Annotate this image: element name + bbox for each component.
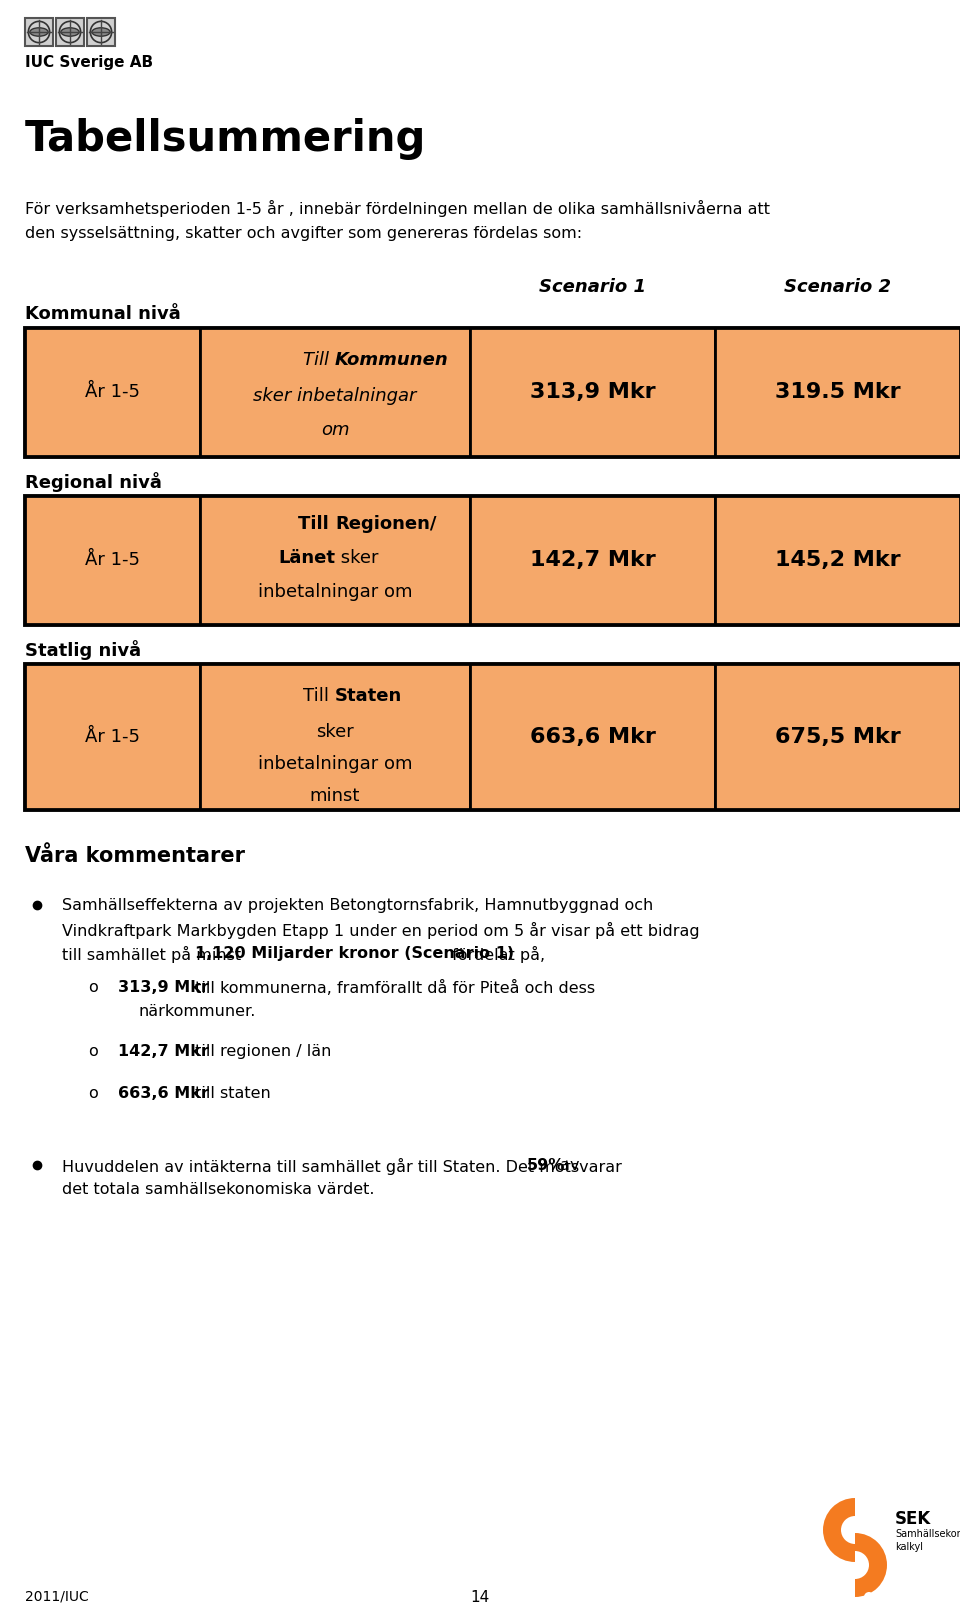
Text: kalkyl: kalkyl <box>895 1542 923 1552</box>
Text: Scenario 2: Scenario 2 <box>784 278 891 296</box>
Text: Våra kommentarer: Våra kommentarer <box>25 846 245 866</box>
Text: 145,2 Mkr: 145,2 Mkr <box>775 550 900 570</box>
Text: 1,120 Miljarder kronor (Scenario 1): 1,120 Miljarder kronor (Scenario 1) <box>195 947 515 961</box>
Bar <box>715 328 960 456</box>
Text: av: av <box>555 1158 580 1173</box>
Text: fördelat på,: fördelat på, <box>447 947 545 963</box>
Text: sker: sker <box>316 723 354 741</box>
Text: Regional nivå: Regional nivå <box>25 472 162 492</box>
Text: o: o <box>88 1086 98 1100</box>
Bar <box>25 497 200 625</box>
Bar <box>87 18 115 45</box>
Bar <box>470 497 715 625</box>
Text: 142,7 Mkr: 142,7 Mkr <box>118 1044 209 1060</box>
Text: minst: minst <box>310 786 360 806</box>
Text: SEK: SEK <box>895 1510 931 1527</box>
Text: 313,9 Mkr: 313,9 Mkr <box>530 382 656 401</box>
Bar <box>25 663 960 809</box>
Text: sker inbetalningar: sker inbetalningar <box>253 387 417 404</box>
Text: inbetalningar om: inbetalningar om <box>257 756 412 773</box>
Ellipse shape <box>92 28 110 36</box>
Text: o: o <box>88 1044 98 1060</box>
Text: till kommunerna, framförallt då för Piteå och dess: till kommunerna, framförallt då för Pite… <box>190 981 595 997</box>
Text: Regionen/: Regionen/ <box>335 515 437 532</box>
Text: IUC Sverige AB: IUC Sverige AB <box>25 55 154 70</box>
Text: Scenario 1: Scenario 1 <box>539 278 646 296</box>
Bar <box>25 497 960 625</box>
Text: 319.5 Mkr: 319.5 Mkr <box>775 382 900 401</box>
Text: Till: Till <box>303 351 335 369</box>
Text: 142,7 Mkr: 142,7 Mkr <box>530 550 656 570</box>
Text: Vindkraftpark Markbygden Etapp 1 under en period om 5 år visar på ett bidrag: Vindkraftpark Markbygden Etapp 1 under e… <box>62 922 700 938</box>
Bar <box>715 663 960 809</box>
Text: Huvuddelen av intäkterna till samhället går till Staten. Det motsvarar: Huvuddelen av intäkterna till samhället … <box>62 1158 627 1175</box>
Text: Staten: Staten <box>335 688 402 705</box>
Text: Kommunal nivå: Kommunal nivå <box>25 306 180 324</box>
Wedge shape <box>855 1532 887 1597</box>
Text: Kommunen: Kommunen <box>335 351 448 369</box>
Text: den sysselsättning, skatter och avgifter som genereras fördelas som:: den sysselsättning, skatter och avgifter… <box>25 227 582 241</box>
Text: det totala samhällsekonomiska värdet.: det totala samhällsekonomiska värdet. <box>62 1183 374 1197</box>
Text: 14: 14 <box>470 1590 490 1605</box>
Text: till samhället på minst: till samhället på minst <box>62 947 247 963</box>
Text: Samhällseffekterna av projekten Betongtornsfabrik, Hamnutbyggnad och: Samhällseffekterna av projekten Betongto… <box>62 898 653 913</box>
Text: 59%: 59% <box>527 1158 565 1173</box>
Text: inbetalningar om: inbetalningar om <box>257 582 412 600</box>
Bar <box>715 497 960 625</box>
Text: 675,5 Mkr: 675,5 Mkr <box>775 726 900 746</box>
Text: sker: sker <box>335 549 378 566</box>
Bar <box>200 497 470 625</box>
Ellipse shape <box>30 28 48 36</box>
Bar <box>25 328 960 456</box>
Bar <box>470 328 715 456</box>
Bar <box>25 18 53 45</box>
Ellipse shape <box>60 28 79 36</box>
Text: 663,6 Mkr: 663,6 Mkr <box>118 1086 209 1100</box>
Text: 663,6 Mkr: 663,6 Mkr <box>530 726 656 746</box>
Text: År 1-5: År 1-5 <box>85 552 140 570</box>
Text: För verksamhetsperioden 1-5 år , innebär fördelningen mellan de olika samhällsni: För verksamhetsperioden 1-5 år , innebär… <box>25 201 770 217</box>
Text: o: o <box>88 981 98 995</box>
Text: Till: Till <box>298 515 335 532</box>
Bar <box>200 328 470 456</box>
Text: om: om <box>321 421 349 438</box>
Text: Statlig nivå: Statlig nivå <box>25 641 141 660</box>
Bar <box>200 663 470 809</box>
Bar <box>25 328 200 456</box>
Text: Till: Till <box>303 688 335 705</box>
Text: År 1-5: År 1-5 <box>85 728 140 746</box>
Text: Tabellsummering: Tabellsummering <box>25 118 426 160</box>
Text: 2011/IUC: 2011/IUC <box>25 1590 88 1603</box>
Text: Länet: Länet <box>278 549 335 566</box>
Bar <box>25 663 200 809</box>
Wedge shape <box>823 1498 855 1561</box>
Circle shape <box>864 1592 874 1602</box>
Text: till staten: till staten <box>190 1086 271 1100</box>
Text: År 1-5: År 1-5 <box>85 383 140 401</box>
Text: 313,9 Mkr: 313,9 Mkr <box>118 981 209 995</box>
Text: Samhällsekonomisk: Samhällsekonomisk <box>895 1529 960 1539</box>
Bar <box>56 18 84 45</box>
Text: till regionen / län: till regionen / län <box>190 1044 331 1060</box>
Text: närkommuner.: närkommuner. <box>138 1005 255 1019</box>
Bar <box>470 663 715 809</box>
